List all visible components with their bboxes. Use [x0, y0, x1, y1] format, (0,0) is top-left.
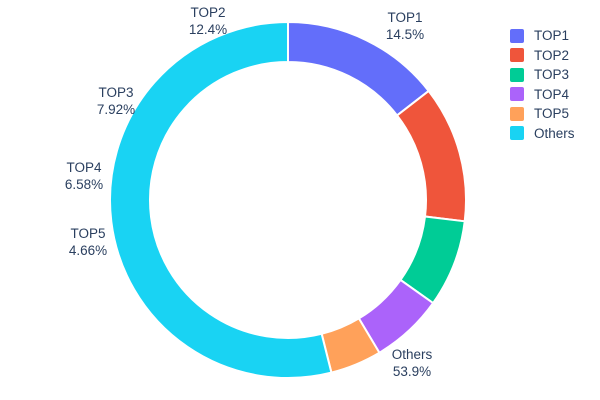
legend-swatch-icon [510, 67, 524, 82]
slice-label-percent-top2: 12.4% [189, 22, 227, 37]
legend-item-others[interactable]: Others [510, 124, 596, 144]
legend-label: TOP1 [534, 28, 570, 43]
legend-swatch-icon [510, 106, 524, 121]
legend-item-top1[interactable]: TOP1 [510, 26, 596, 46]
slice-label-percent-top1: 14.5% [386, 27, 424, 42]
legend-item-top5[interactable]: TOP5 [510, 104, 596, 124]
legend-label: TOP3 [534, 67, 570, 82]
slice-label-name-top1: TOP1 [387, 10, 422, 25]
legend-label: TOP5 [534, 106, 570, 121]
legend-item-top2[interactable]: TOP2 [510, 46, 596, 66]
legend-swatch-icon [510, 48, 524, 63]
slice-label-name-top4: TOP4 [66, 160, 102, 175]
pie-slice-others[interactable] [109, 20, 333, 379]
legend-label: TOP4 [534, 86, 570, 102]
slice-label-name-others: Others [392, 347, 433, 362]
legend-item-top4[interactable]: TOP4 [510, 85, 596, 105]
slice-label-name-top5: TOP5 [70, 226, 105, 241]
legend-label: TOP2 [534, 47, 570, 63]
legend-swatch-icon [510, 28, 524, 43]
legend-item-top3[interactable]: TOP3 [510, 65, 596, 85]
pie-slice-labels: TOP1 14.5% TOP2 12.4% TOP3 7.92% TOP4 6.58% TOP5… [65, 5, 433, 379]
chart-legend: TOP1 TOP2 TOP3 TOP4 TOP5 Others [510, 26, 596, 143]
legend-label: Others [534, 125, 575, 141]
legend-swatch-icon [510, 126, 524, 141]
slice-label-percent-top4: 6.58% [65, 177, 103, 192]
slice-label-percent-top5: 4.66% [69, 243, 107, 258]
slice-label-percent-others: 53.9% [393, 364, 431, 379]
legend-swatch-icon [510, 87, 524, 102]
slice-label-name-top3: TOP3 [98, 85, 133, 100]
pie-slice-top2[interactable] [395, 89, 467, 223]
slice-label-percent-top3: 7.92% [97, 102, 135, 117]
slice-label-name-top2: TOP2 [190, 5, 225, 20]
pie-slices [109, 20, 467, 379]
